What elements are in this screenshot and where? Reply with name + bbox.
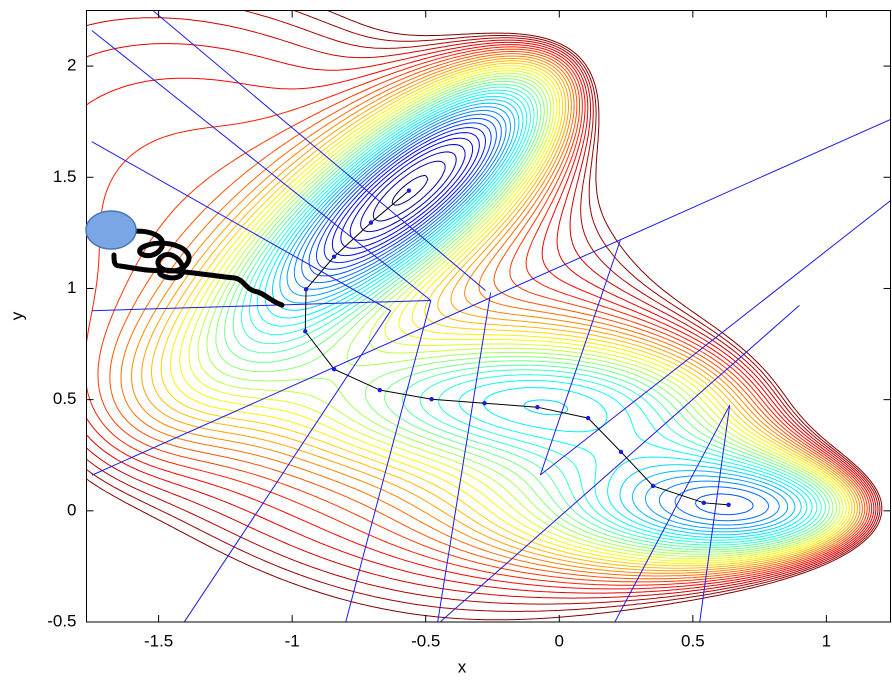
contour xyxy=(87,18,876,598)
page: x y -1.5-1-0.500.51-0.500.511.52 (() => … xyxy=(0,0,892,684)
x-tick-label: -1.5 xyxy=(144,631,173,650)
y-tick-label: -0.5 xyxy=(47,611,76,630)
contour xyxy=(121,54,862,576)
path-point xyxy=(369,220,373,224)
path-point xyxy=(429,397,433,401)
path-point xyxy=(619,450,623,454)
blob xyxy=(86,211,136,249)
y-tick-label: 1 xyxy=(67,278,76,297)
contour-group xyxy=(87,11,882,620)
path-point xyxy=(332,254,336,258)
boundary-line xyxy=(92,119,891,475)
path-point xyxy=(482,401,486,405)
boundary-line xyxy=(185,311,391,622)
path-point xyxy=(535,405,539,409)
x-tick-label: 0 xyxy=(555,631,564,650)
y-axis-label: y xyxy=(7,311,26,320)
contour xyxy=(233,84,825,547)
path-point xyxy=(303,329,307,333)
plot-frame xyxy=(87,11,891,623)
x-tick-label: -0.5 xyxy=(411,631,440,650)
doodle xyxy=(86,211,282,305)
path-point xyxy=(332,367,336,371)
contour xyxy=(132,56,860,573)
path-point xyxy=(586,416,590,420)
x-tick-label: 0.5 xyxy=(681,631,705,650)
x-tick-label: -1 xyxy=(285,631,300,650)
path-point xyxy=(651,484,655,488)
path-point xyxy=(407,188,411,192)
path-point xyxy=(378,388,382,392)
chart: x y -1.5 -1 -0.5 0 0.5 1 -0.5 0 0.5 1 1.5 2 xyxy=(0,0,892,684)
boundary-line xyxy=(438,292,491,621)
path-point xyxy=(702,501,706,505)
y-tick-label: 2 xyxy=(67,56,76,75)
boundary-line xyxy=(346,300,431,621)
x-tick-label: 1 xyxy=(822,631,831,650)
y-tick-label: 0.5 xyxy=(53,389,77,408)
contour xyxy=(142,58,858,570)
path-point xyxy=(726,503,730,507)
contour xyxy=(87,42,874,593)
boundary-line xyxy=(540,201,890,475)
path-point xyxy=(304,287,308,291)
boundary-line xyxy=(154,11,486,290)
y-tick-label: 1.5 xyxy=(53,167,77,186)
x-axis-label: x xyxy=(458,657,467,676)
y-tick-label: 0 xyxy=(67,500,76,519)
